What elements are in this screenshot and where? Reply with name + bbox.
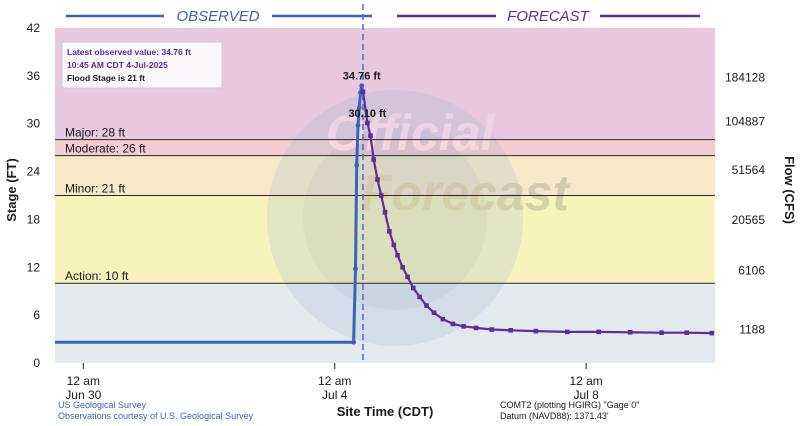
observed-point-8 bbox=[354, 162, 360, 168]
y-tick-label-0: 0 bbox=[33, 356, 40, 370]
footer-source: US Geological Survey bbox=[58, 400, 147, 410]
observed-point-12 bbox=[359, 83, 365, 89]
observed-point-6 bbox=[351, 339, 356, 345]
peak-label-1: 30.10 ft bbox=[348, 108, 386, 120]
forecast-point-22 bbox=[533, 328, 539, 334]
flow-tick-label-1: 6106 bbox=[738, 263, 765, 277]
watermark-word-forecast: Forecast bbox=[361, 165, 572, 221]
observed-point-9 bbox=[355, 122, 361, 128]
forecast-point-1 bbox=[365, 120, 370, 126]
band-1 bbox=[55, 139, 715, 156]
info-latest-time: 10:45 AM CDT 4-Jul-2025 bbox=[67, 60, 168, 70]
flow-tick-label-2: 20565 bbox=[732, 213, 766, 227]
x-axis-title: Site Time (CDT) bbox=[337, 404, 434, 419]
flood-category-bands bbox=[55, 28, 715, 363]
observed-point-10 bbox=[356, 105, 362, 111]
forecast-point-8 bbox=[391, 242, 397, 248]
y-tick-label-3: 18 bbox=[27, 212, 41, 226]
footer-datum: Datum (NAVD88): 1371.43' bbox=[500, 411, 609, 421]
forecast-point-7 bbox=[387, 229, 392, 234]
observed-label: OBSERVED bbox=[176, 8, 259, 25]
x-tick-label-date-2: Jul 8 bbox=[573, 388, 599, 402]
forecast-point-19 bbox=[473, 325, 479, 331]
forecast-point-13 bbox=[417, 294, 422, 300]
y-tick-label-7: 42 bbox=[27, 21, 41, 35]
observed-forecast-header: OBSERVED FORECAST bbox=[66, 8, 700, 25]
forecast-point-10 bbox=[400, 264, 405, 270]
forecast-point-28 bbox=[709, 330, 715, 336]
y-tick-label-2: 12 bbox=[27, 260, 41, 274]
flood-line-label-2: Minor: 21 ft bbox=[65, 182, 126, 196]
flood-line-label-3: Action: 10 ft bbox=[65, 269, 129, 283]
info-latest-value: Latest observed value: 34.76 ft bbox=[67, 47, 191, 57]
watermark-seal bbox=[267, 90, 523, 346]
footer-gage: COMT2 (plotting HGIRG) "Gage 0" bbox=[500, 400, 639, 410]
flow-tick-label-3: 51564 bbox=[732, 163, 766, 177]
forecast-point-23 bbox=[564, 329, 570, 335]
y-tick-label-1: 6 bbox=[33, 308, 40, 322]
forecast-point-12 bbox=[410, 285, 416, 291]
forecast-point-21 bbox=[508, 327, 514, 333]
peak-label-0: 34.76 ft bbox=[343, 71, 381, 83]
forecast-point-20 bbox=[489, 327, 495, 332]
forecast-label: FORECAST bbox=[507, 8, 591, 25]
flow-tick-label-4: 104887 bbox=[725, 114, 765, 128]
right-axis-title: Flow (CFS) bbox=[782, 156, 797, 224]
forecast-point-26 bbox=[659, 330, 664, 335]
x-tick-label-time-2: 12 am bbox=[569, 374, 602, 388]
forecast-point-17 bbox=[450, 321, 456, 327]
peak-annotations: 34.76 ft 30.10 ft bbox=[343, 71, 387, 120]
info-flood-stage: Flood Stage is 21 ft bbox=[67, 73, 145, 83]
forecast-point-4 bbox=[375, 177, 380, 182]
y-tick-label-6: 36 bbox=[27, 69, 41, 83]
y-tick-label-4: 24 bbox=[27, 165, 41, 179]
forecast-point-6 bbox=[382, 209, 388, 215]
x-tick-label-time-0: 12 am bbox=[67, 374, 100, 388]
flow-tick-label-5: 184128 bbox=[725, 70, 765, 84]
flood-line-label-1: Moderate: 26 ft bbox=[65, 142, 146, 156]
watermark-word-official: Official bbox=[326, 105, 496, 161]
forecast-point-14 bbox=[424, 303, 429, 308]
flow-axis: 1188 6106 20565 51564 104887 184128 bbox=[725, 70, 765, 336]
forecast-point-9 bbox=[395, 253, 400, 258]
band-2 bbox=[55, 155, 715, 196]
x-tick-label-date-1: Jul 4 bbox=[322, 388, 348, 402]
info-box-background bbox=[61, 41, 223, 89]
forecast-point-16 bbox=[440, 316, 446, 322]
x-tick-label-time-1: 12 am bbox=[318, 374, 351, 388]
forecast-point-11 bbox=[405, 274, 410, 280]
y-axis-title: Stage (FT) bbox=[4, 158, 19, 222]
x-tick-label-date-0: Jun 30 bbox=[65, 388, 101, 402]
forecast-point-18 bbox=[461, 324, 466, 329]
y-tick-label-5: 30 bbox=[27, 117, 41, 131]
flood-line-label-0: Major: 28 ft bbox=[65, 126, 126, 140]
flood-stage-lines: Major: 28 ft Moderate: 26 ft Minor: 21 ft A… bbox=[55, 126, 715, 284]
official-forecast-watermark: Official Forecast bbox=[267, 90, 572, 346]
stage-axis: 0 6 12 18 24 30 36 42 bbox=[27, 21, 41, 370]
forecast-point-24 bbox=[596, 329, 602, 335]
forecast-point-15 bbox=[431, 310, 437, 316]
observed-point-7 bbox=[353, 266, 358, 272]
forecast-point-2 bbox=[368, 133, 373, 138]
forecast-point-25 bbox=[627, 329, 633, 335]
info-box: Latest observed value: 34.76 ft 10:45 AM… bbox=[61, 41, 223, 89]
forecast-point-3 bbox=[371, 157, 376, 162]
forecast-point-5 bbox=[378, 193, 384, 198]
hydrograph-series bbox=[55, 83, 715, 345]
footer-courtesy: Observations courtesy of U.S. Geological… bbox=[58, 411, 254, 421]
watermark-seal-inner bbox=[303, 126, 487, 310]
forecast-point-0 bbox=[360, 89, 366, 95]
flow-tick-label-0: 1188 bbox=[739, 323, 765, 337]
forecast-point-27 bbox=[684, 330, 690, 335]
footer: US Geological Survey Observations courte… bbox=[58, 400, 639, 421]
band-4 bbox=[55, 283, 715, 363]
